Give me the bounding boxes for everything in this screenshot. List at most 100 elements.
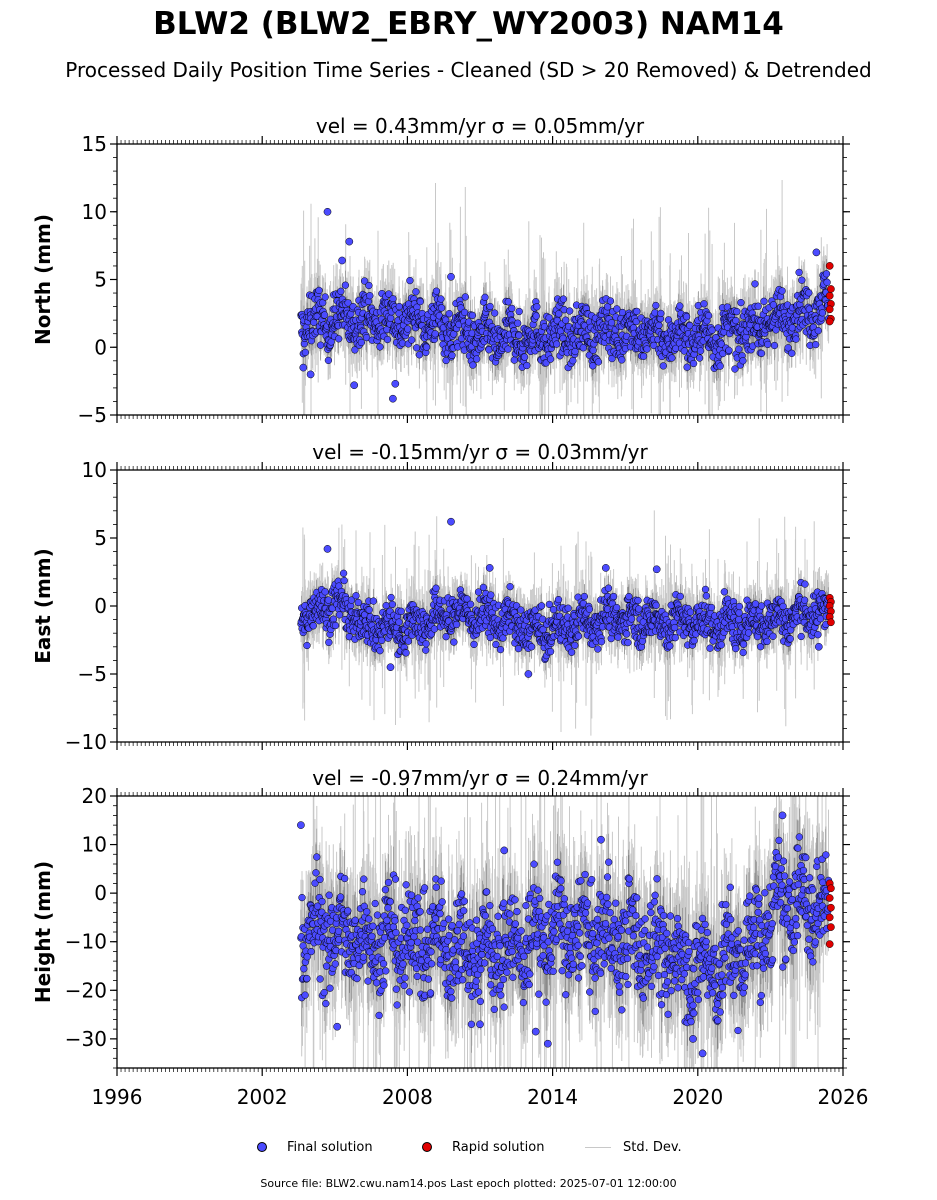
y-tick-label: 0 [94, 335, 107, 359]
final-point [344, 299, 352, 307]
final-point-outlier [812, 248, 821, 257]
final-point [448, 351, 456, 360]
final-point [532, 312, 540, 320]
final-point [408, 336, 416, 344]
final-point [700, 300, 708, 308]
final-point [676, 302, 684, 310]
final-point [716, 362, 724, 370]
final-point [473, 355, 481, 363]
final-point [822, 270, 831, 278]
final-point [805, 289, 813, 297]
final-point [607, 319, 616, 327]
final-point [365, 281, 373, 290]
final-point [754, 302, 762, 310]
final-point [533, 303, 541, 311]
y-axis-north: −5 0 5 10 15 [78, 132, 850, 427]
final-point [315, 286, 323, 295]
final-point [486, 302, 494, 311]
final-point [376, 343, 384, 351]
rapid-point [827, 285, 835, 293]
final-point [659, 362, 667, 370]
final-point [520, 353, 529, 361]
final-point [432, 287, 441, 295]
rapid-point [825, 305, 834, 314]
y-tick-label: 10 [82, 200, 107, 224]
rapid-point [825, 291, 834, 300]
final-point [383, 335, 392, 344]
final-point-outlier [299, 363, 308, 372]
final-point [461, 293, 469, 301]
final-point [668, 354, 676, 362]
final-point [335, 335, 343, 343]
final-point [321, 293, 329, 301]
final-point [412, 288, 420, 296]
final-point [387, 314, 395, 322]
y-tick-label: 15 [82, 132, 107, 156]
final-point [639, 352, 648, 360]
final-point [360, 277, 369, 285]
final-point [795, 268, 803, 277]
final-point [341, 281, 350, 289]
final-point [655, 321, 663, 329]
final-point [606, 297, 615, 305]
final-point [523, 361, 531, 370]
final-point [696, 347, 705, 355]
final-point [735, 345, 743, 353]
final-point [778, 287, 786, 295]
final-point-outlier [323, 207, 332, 216]
y-axis-label-north: North (mm) [31, 214, 55, 345]
final-point [792, 335, 800, 343]
final-points-north [297, 207, 833, 403]
final-point [431, 330, 439, 338]
final-point [366, 292, 374, 300]
final-point [788, 349, 796, 357]
final-point [613, 305, 621, 313]
x-axis-north [116, 136, 844, 423]
final-point [618, 356, 626, 364]
rapid-points-north [825, 262, 835, 326]
final-point [823, 278, 831, 286]
final-point-outlier [350, 381, 359, 390]
final-point [437, 304, 446, 312]
final-point [798, 276, 806, 284]
final-point [442, 356, 450, 365]
final-point [437, 295, 445, 303]
final-point [732, 316, 740, 325]
final-point [468, 311, 477, 320]
final-point [589, 346, 597, 354]
final-point [514, 319, 522, 327]
final-point [594, 358, 603, 366]
final-point [481, 293, 489, 301]
final-point-outlier [338, 256, 346, 265]
rapid-point [825, 317, 834, 326]
final-point [643, 345, 651, 353]
final-point [689, 359, 698, 368]
final-point [737, 298, 745, 307]
plot-area-east [297, 510, 835, 736]
final-point [818, 309, 827, 317]
final-point [788, 324, 796, 332]
final-point [739, 357, 747, 365]
final-point [569, 357, 577, 365]
final-point [406, 276, 414, 285]
final-point-outlier [391, 379, 400, 388]
final-point-outlier [447, 272, 455, 281]
final-point [504, 298, 512, 306]
final-point [717, 340, 726, 348]
final-point [760, 297, 768, 305]
final-point [812, 340, 820, 349]
final-point [445, 310, 453, 318]
final-point [413, 344, 421, 352]
final-point [725, 346, 733, 354]
y-tick-label: −5 [78, 403, 107, 427]
final-point [324, 356, 333, 365]
panel-north: −5 0 5 10 15 vel = 0.43mm/yr σ = 0.05mm/yr Nor… [31, 114, 850, 427]
final-point [515, 331, 523, 339]
final-point [733, 307, 741, 316]
final-point [491, 309, 499, 317]
final-point [579, 344, 587, 352]
final-point [555, 310, 563, 318]
final-point [757, 349, 766, 358]
final-point [603, 303, 612, 311]
